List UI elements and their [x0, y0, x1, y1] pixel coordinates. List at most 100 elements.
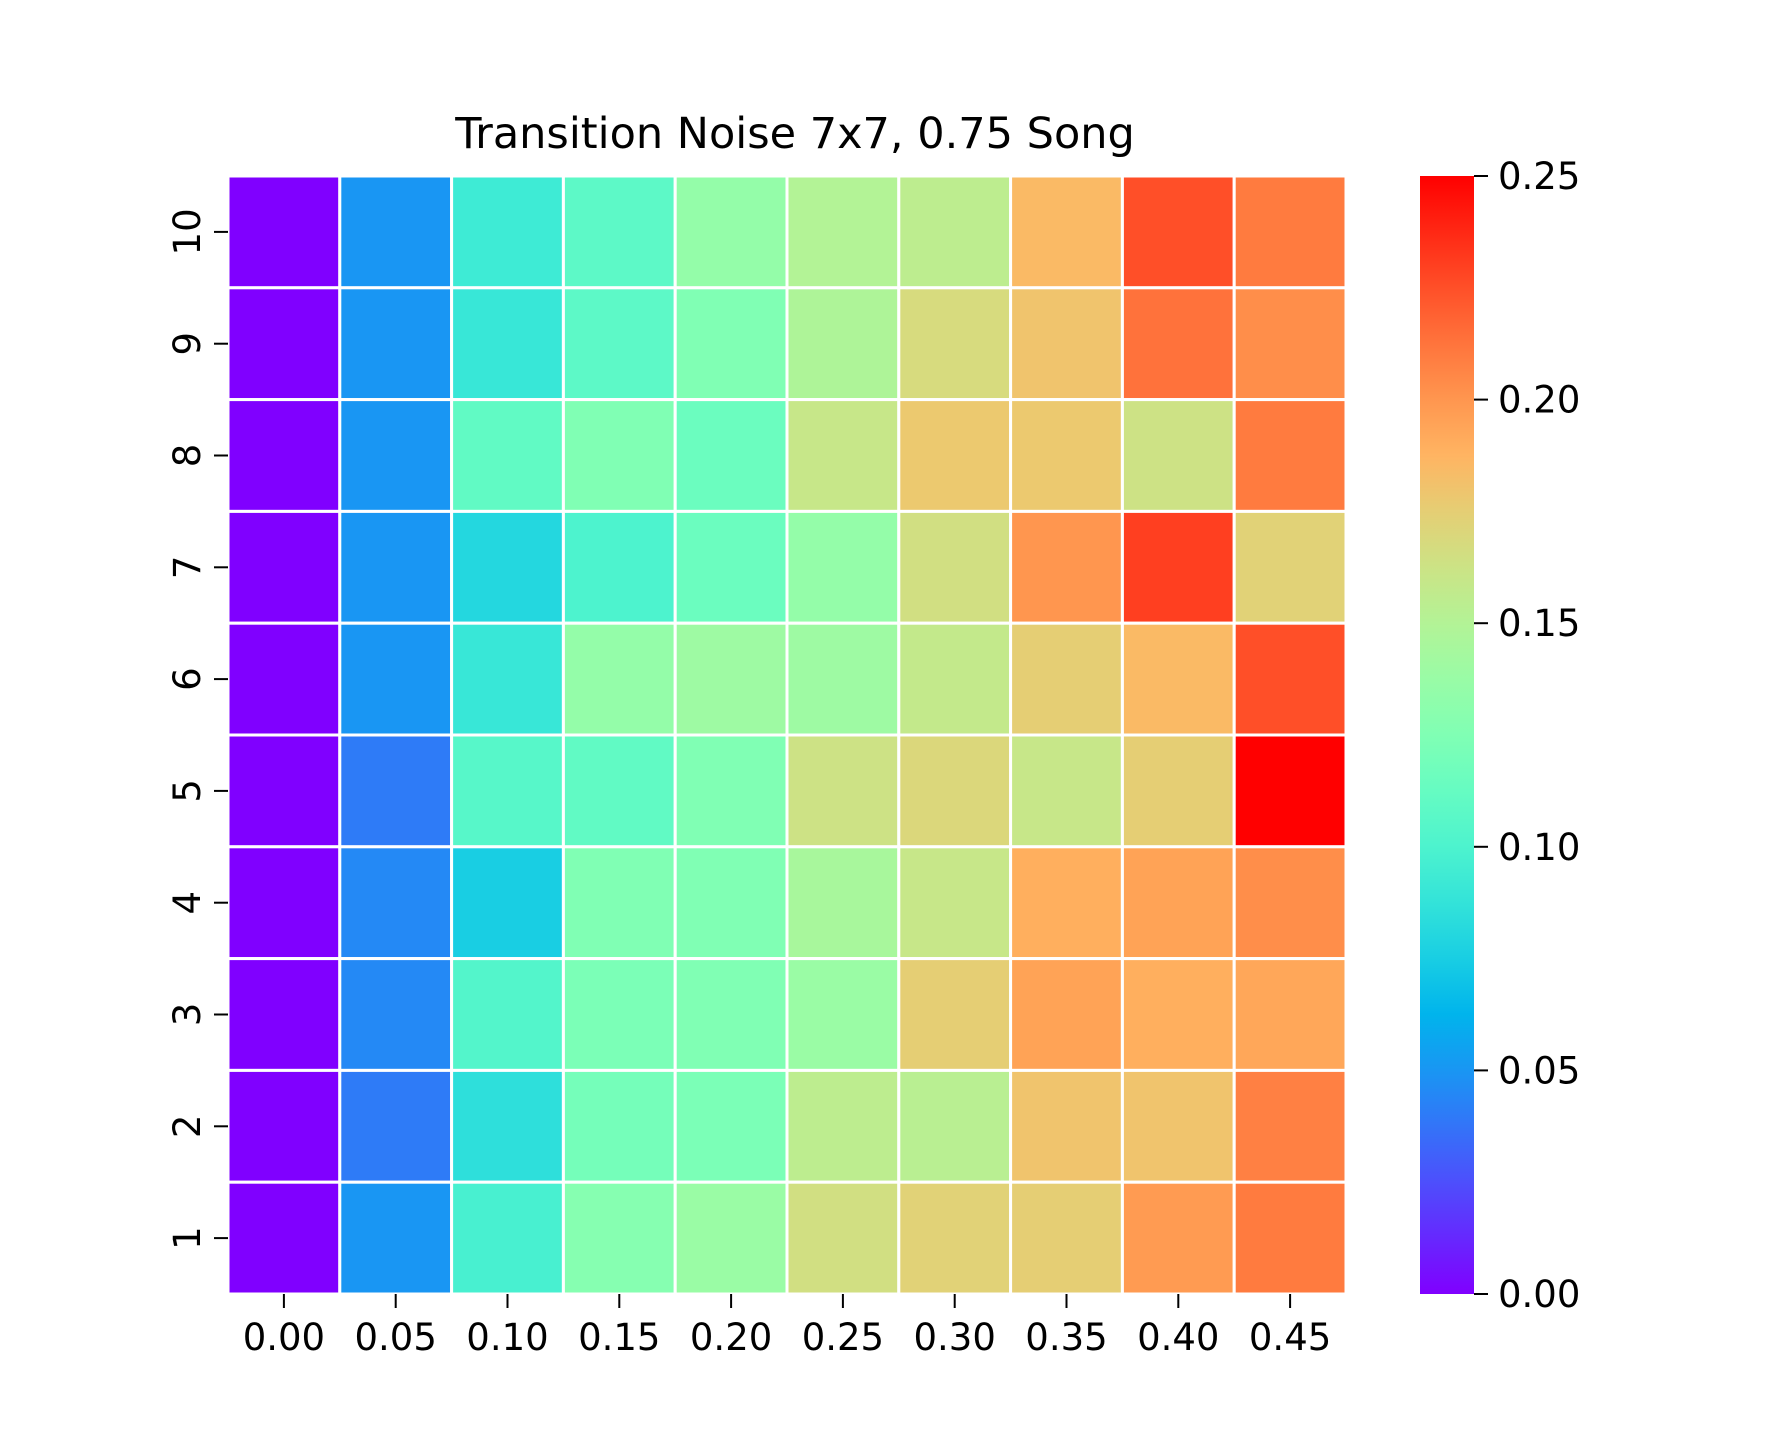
colorbar-tick-label: 0.10 — [1498, 826, 1580, 869]
heatmap-cell — [785, 957, 901, 1072]
x-tick-label: 0.05 — [355, 1316, 437, 1359]
heatmap-cell — [1120, 845, 1236, 961]
heatmap-cell — [785, 1180, 901, 1296]
heatmap-cell — [338, 509, 454, 625]
heatmap-cell — [226, 621, 342, 737]
heatmap-cell — [338, 174, 454, 290]
heatmap-cell — [226, 286, 342, 402]
heatmap-cell — [1232, 733, 1348, 849]
heatmap-cell — [338, 398, 454, 513]
heatmap-cell — [673, 398, 789, 513]
heatmap-cell — [338, 733, 454, 849]
x-axis: 0.00 0.05 0.10 0.15 0.20 0.25 0.30 0.35 0.40 0.45 — [243, 1294, 1331, 1359]
heatmap-cell — [673, 1068, 789, 1184]
heatmap-cell — [897, 286, 1013, 402]
heatmap-cell — [1120, 1068, 1236, 1184]
heatmap-cell — [673, 621, 789, 737]
colorbar-tick-label: 0.05 — [1498, 1049, 1580, 1092]
heatmap-cell — [897, 621, 1013, 737]
heatmap-cell — [338, 957, 454, 1072]
colorbar: 0.00 0.05 0.10 0.15 0.20 0.25 — [1420, 155, 1580, 1316]
heatmap-cell — [785, 1068, 901, 1184]
heatmap-cell — [338, 1068, 454, 1184]
heatmap-cell — [897, 845, 1013, 961]
colorbar-tick-label: 0.15 — [1498, 602, 1580, 645]
heatmap-cell — [226, 174, 342, 290]
heatmap-cell — [897, 733, 1013, 849]
y-tick-label: 8 — [166, 444, 209, 468]
heatmap-cell — [338, 286, 454, 402]
heatmap-cell — [226, 509, 342, 625]
heatmap-cell — [226, 1068, 342, 1184]
heatmap-cell — [673, 957, 789, 1072]
heatmap-cell — [561, 845, 677, 961]
x-tick-label: 0.30 — [914, 1316, 996, 1359]
x-tick-label: 0.00 — [243, 1316, 325, 1359]
colorbar-tick-label: 0.00 — [1498, 1273, 1580, 1316]
heatmap-cell — [785, 398, 901, 513]
colorbar-gradient — [1420, 176, 1474, 1294]
heatmap-cell — [561, 621, 677, 737]
x-tick-label: 0.45 — [1249, 1316, 1331, 1359]
heatmap-cell — [1009, 286, 1124, 402]
heatmap-cell — [1232, 174, 1348, 290]
colorbar-tick-label: 0.25 — [1498, 155, 1580, 198]
heatmap-cell — [1232, 509, 1348, 625]
heatmap-cell — [1232, 1068, 1348, 1184]
y-tick-label: 5 — [166, 779, 209, 803]
heatmap-cell — [673, 509, 789, 625]
heatmap-cell — [226, 845, 342, 961]
heatmap-cell — [785, 286, 901, 402]
heatmap-cell — [673, 733, 789, 849]
heatmap-cell — [1120, 957, 1236, 1072]
heatmap-cell — [561, 509, 677, 625]
heatmap-cell — [785, 509, 901, 625]
heatmap-cell — [1232, 398, 1348, 513]
heatmap-cell — [1009, 957, 1124, 1072]
heatmap-cell — [226, 957, 342, 1072]
heatmap-cell — [673, 286, 789, 402]
heatmap-cell — [561, 286, 677, 402]
heatmap-cell — [561, 957, 677, 1072]
heatmap-cell — [226, 398, 342, 513]
x-tick-label: 0.35 — [1025, 1316, 1107, 1359]
heatmap-cell — [561, 733, 677, 849]
heatmap-cell — [561, 1180, 677, 1296]
heatmap-cell — [1232, 621, 1348, 737]
heatmap-cell — [1232, 286, 1348, 402]
heatmap-cell — [338, 845, 454, 961]
heatmap-cell — [1009, 845, 1124, 961]
heatmap-cell — [785, 621, 901, 737]
heatmap-cell — [1232, 845, 1348, 961]
heatmap-cell — [897, 1180, 1013, 1296]
heatmap-cell — [1009, 174, 1124, 290]
y-tick-label: 7 — [166, 556, 209, 580]
heatmap-cell — [561, 1068, 677, 1184]
heatmap-cell — [1120, 398, 1236, 513]
heatmap-cell — [897, 957, 1013, 1072]
heatmap-cell — [450, 957, 565, 1072]
heatmap-cell — [1009, 621, 1124, 737]
heatmap-cell — [1232, 1180, 1348, 1296]
heatmap-cell — [1232, 957, 1348, 1072]
y-tick-label: 2 — [166, 1115, 209, 1139]
x-tick-label: 0.10 — [466, 1316, 548, 1359]
x-tick-label: 0.20 — [690, 1316, 772, 1359]
heatmap-cell — [450, 174, 565, 290]
heatmap-cell — [673, 845, 789, 961]
heatmap-cell — [1120, 621, 1236, 737]
heatmap-cell — [897, 1068, 1013, 1184]
heatmap-cell — [450, 398, 565, 513]
heatmap-cell — [897, 509, 1013, 625]
colorbar-tick-label: 0.20 — [1498, 379, 1580, 422]
heatmap-cell — [1120, 509, 1236, 625]
heatmap-cells — [226, 174, 1348, 1296]
heatmap-cell — [338, 621, 454, 737]
heatmap-cell — [450, 733, 565, 849]
heatmap-cell — [226, 733, 342, 849]
heatmap-cell — [561, 398, 677, 513]
heatmap-cell — [1120, 1180, 1236, 1296]
heatmap-cell — [1120, 174, 1236, 290]
y-tick-label: 4 — [166, 891, 209, 915]
